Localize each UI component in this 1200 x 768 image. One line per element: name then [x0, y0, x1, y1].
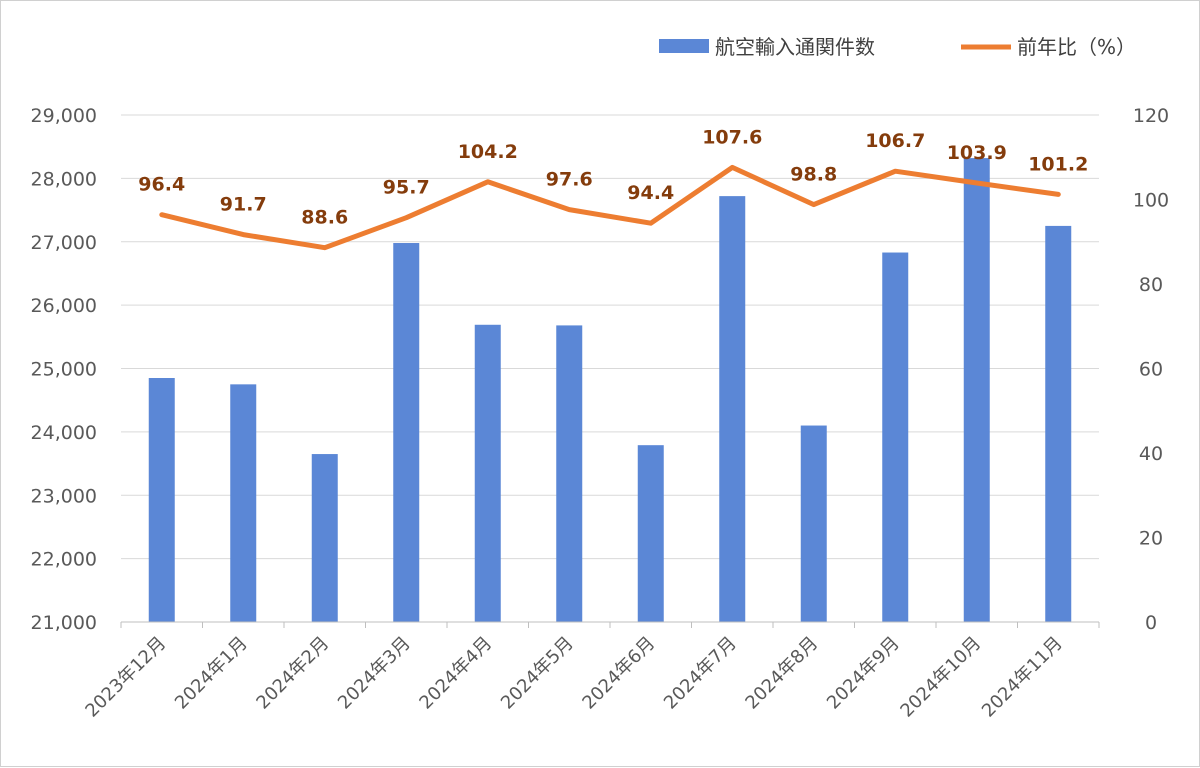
right-axis-tick-label: 0	[1145, 612, 1157, 634]
line-data-label: 97.6	[546, 169, 593, 191]
data-labels: 96.4 91.7 88.6 95.7 104.2 97.6 94.4 107.6 98.8 10…	[138, 126, 1088, 228]
line-data-label: 104.2	[458, 141, 518, 163]
bar	[311, 454, 338, 622]
bar-series	[148, 158, 1072, 622]
bar	[637, 445, 664, 622]
left-axis-tick-label: 24,000	[31, 422, 97, 444]
bar	[148, 378, 175, 622]
left-axis-tick-label: 22,000	[31, 549, 97, 571]
bar	[556, 325, 583, 622]
line-data-label: 106.7	[865, 130, 925, 152]
x-axis-category-label: 2024年10月	[896, 633, 985, 722]
bar	[882, 252, 909, 622]
line-data-label: 101.2	[1028, 153, 1088, 175]
x-axis-category-label: 2023年12月	[81, 633, 170, 722]
x-axis-category-label: 2024年3月	[334, 633, 415, 714]
legend-label-bar: 航空輸入通関件数	[715, 35, 875, 59]
right-axis-tick-label: 80	[1139, 274, 1163, 296]
x-axis-category-label: 2024年11月	[978, 633, 1067, 722]
bar	[963, 158, 990, 622]
left-axis: 21,000 22,000 23,000 24,000 25,000 26,000 27,0…	[31, 105, 97, 634]
legend-swatch-bar	[659, 39, 709, 53]
right-axis-tick-label: 100	[1133, 190, 1169, 212]
line-series	[159, 164, 1061, 251]
legend: 航空輸入通関件数 前年比（%）	[659, 35, 1136, 59]
x-axis-category-label: 2024年5月	[497, 633, 578, 714]
bar	[474, 324, 501, 622]
x-axis-category-label: 2024年6月	[578, 633, 659, 714]
x-axis-category-label: 2024年4月	[415, 633, 496, 714]
line-data-label: 91.7	[220, 194, 267, 216]
bar	[230, 384, 257, 622]
line-data-label: 88.6	[301, 207, 348, 229]
left-axis-tick-label: 28,000	[31, 168, 97, 190]
left-axis-tick-label: 26,000	[31, 295, 97, 317]
legend-label-line: 前年比（%）	[1017, 35, 1136, 59]
left-axis-tick-label: 21,000	[31, 612, 97, 634]
line-data-label: 96.4	[138, 174, 185, 196]
line-data-label: 94.4	[627, 182, 674, 204]
right-axis: 0 20 40 60 80 100 120	[1133, 105, 1169, 634]
bar	[393, 243, 420, 622]
right-axis-tick-label: 40	[1139, 443, 1163, 465]
line-path	[159, 164, 1061, 251]
line-data-label: 103.9	[947, 142, 1007, 164]
bar	[800, 425, 827, 622]
bar	[719, 196, 746, 622]
x-axis-category-label: 2024年7月	[660, 633, 741, 714]
right-axis-tick-label: 20	[1139, 528, 1163, 550]
x-axis-category-label: 2024年1月	[171, 633, 252, 714]
right-axis-tick-label: 120	[1133, 105, 1169, 127]
bar	[1045, 225, 1072, 622]
left-axis-tick-label: 25,000	[31, 359, 97, 381]
left-axis-tick-label: 29,000	[31, 105, 97, 127]
x-axis-category-label: 2024年9月	[823, 633, 904, 714]
line-data-label: 95.7	[383, 177, 430, 199]
x-axis: 2023年12月 2024年1月 2024年2月 2024年3月 2024年4月 2024…	[81, 621, 1100, 722]
left-axis-tick-label: 23,000	[31, 485, 97, 507]
x-axis-category-label: 2024年8月	[741, 633, 822, 714]
x-axis-category-label: 2024年2月	[252, 633, 333, 714]
left-axis-tick-label: 27,000	[31, 232, 97, 254]
right-axis-tick-label: 60	[1139, 359, 1163, 381]
line-data-label: 98.8	[790, 164, 837, 186]
line-data-label: 107.6	[702, 126, 762, 148]
